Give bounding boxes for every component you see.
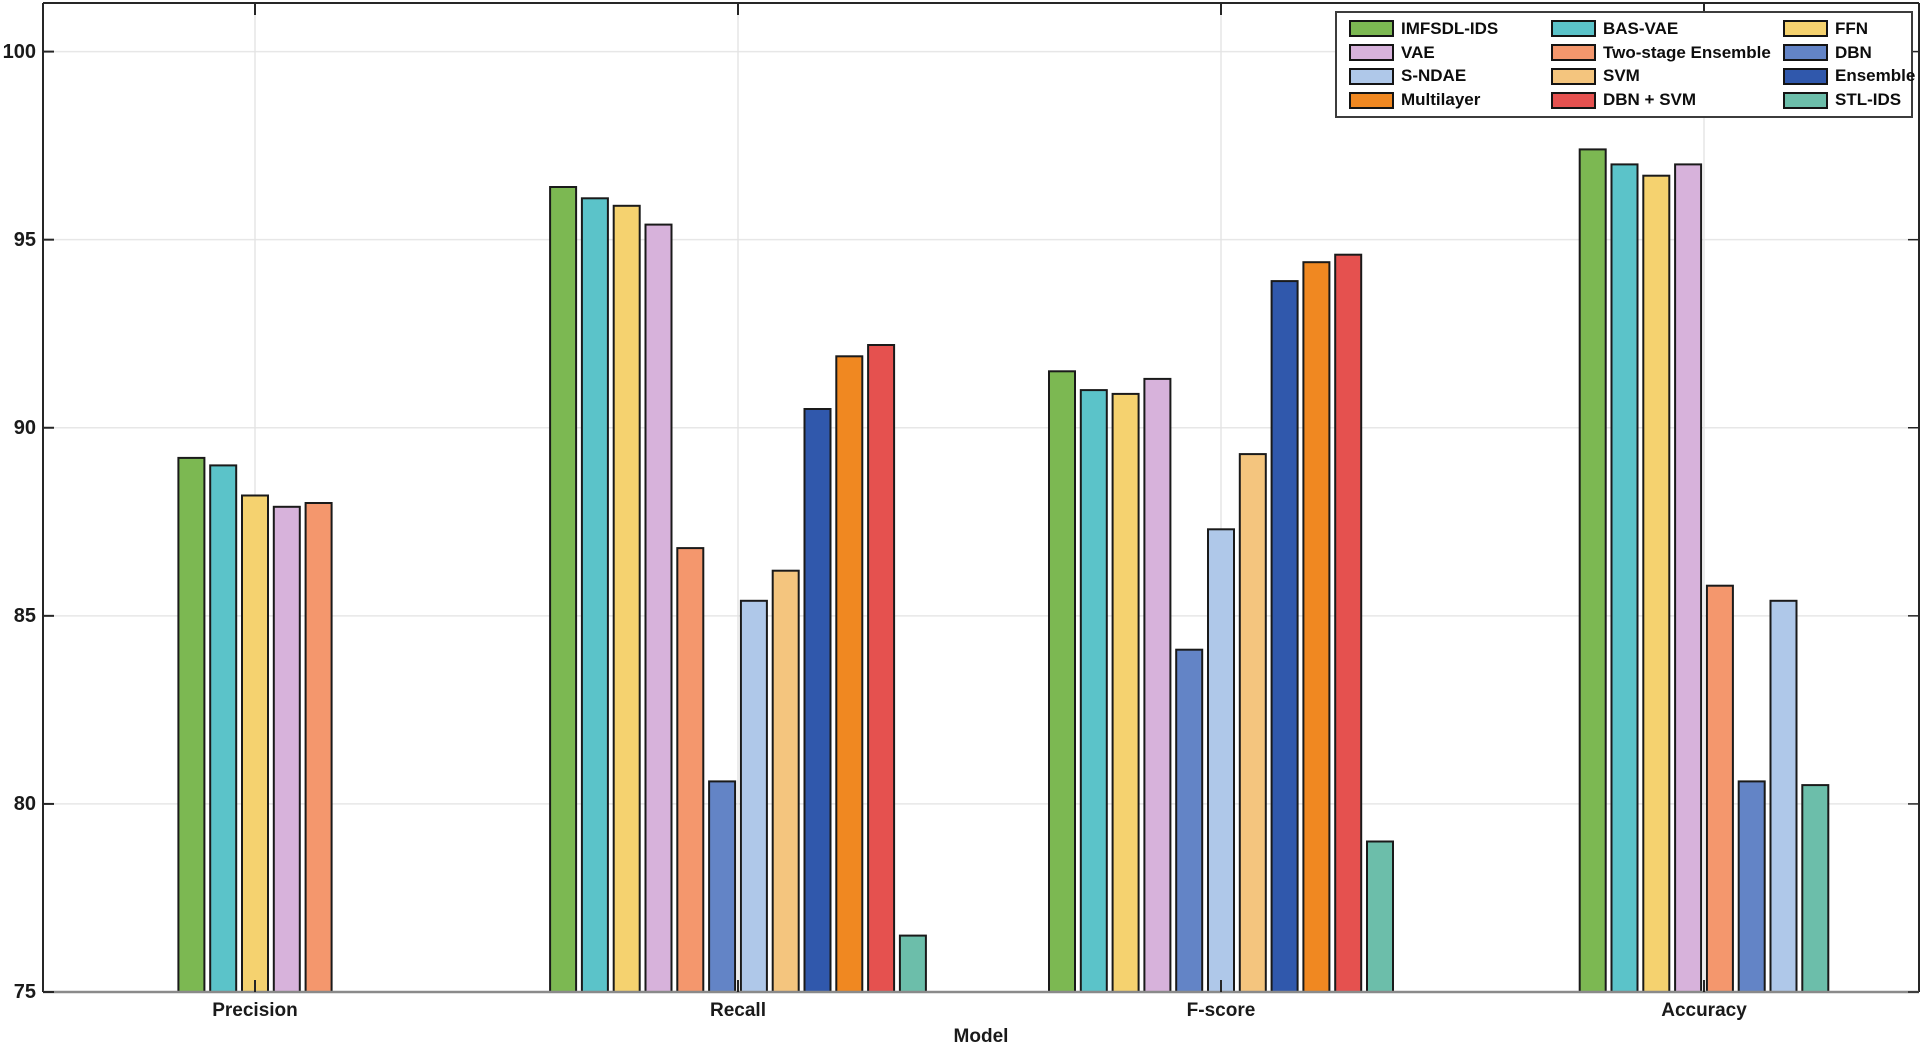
legend-item-DBN+SVM: DBN + SVM — [1551, 88, 1783, 112]
bar-BAS-VAE-Recall — [580, 197, 609, 994]
legend-label: DBN + SVM — [1603, 90, 1697, 110]
legend-label: SVM — [1603, 66, 1640, 86]
ytick-label-100: 100 — [2, 40, 36, 63]
legend-swatch-icon — [1783, 91, 1828, 109]
bar-FFN-Recall — [612, 204, 641, 994]
bar-SVM-Recall — [771, 569, 800, 993]
bar-DBN-Recall — [708, 780, 737, 994]
bar-Ensemble-Recall — [803, 408, 832, 993]
bar-S-NDAE-F-score — [1207, 528, 1235, 993]
legend-item-VAE: VAE — [1349, 41, 1551, 65]
legend-label: Ensemble — [1835, 66, 1916, 86]
bar-DBN-F-score — [1175, 648, 1204, 993]
legend-swatch-icon — [1349, 44, 1394, 62]
legend-item-Multilayer: Multilayer — [1349, 88, 1551, 112]
bar-SVM-F-score — [1238, 453, 1267, 994]
legend-label: BAS-VAE — [1603, 18, 1679, 38]
bar-STL-IDS-F-score — [1366, 840, 1394, 993]
bar-STL-IDS-Accuracy — [1801, 784, 1830, 993]
legend-swatch-icon — [1349, 20, 1394, 38]
bar-VAE-Precision — [272, 505, 301, 993]
bar-DBN-Accuracy — [1737, 780, 1766, 994]
bar-BAS-VAE-F-score — [1079, 389, 1108, 994]
bar-IMFSDL-IDS-F-score — [1048, 370, 1076, 993]
legend-label: Two-stage Ensemble — [1603, 42, 1771, 62]
bar-STL-IDS-Recall — [898, 934, 927, 993]
legend-label: DBN — [1835, 42, 1872, 62]
legend-item-IMFSDL-IDS: IMFSDL-IDS — [1349, 17, 1551, 41]
legend-item-S-NDAE: S-NDAE — [1349, 65, 1551, 89]
legend-swatch-icon — [1783, 44, 1828, 62]
bar-IMFSDL-IDS-Recall — [549, 186, 578, 993]
legend-swatch-icon — [1783, 20, 1828, 38]
bar-Ensemble-F-score — [1270, 280, 1299, 994]
legend-label: FFN — [1835, 18, 1869, 38]
bar-Two-stageEnsemble-Recall — [676, 547, 705, 993]
bar-Two-stageEnsemble-Precision — [304, 502, 333, 993]
bar-VAE-Recall — [644, 223, 673, 994]
ytick-label-95: 95 — [13, 228, 36, 251]
bar-FFN-Precision — [241, 494, 269, 993]
legend-swatch-icon — [1551, 20, 1596, 38]
legend-swatch-icon — [1349, 91, 1394, 109]
x-axis-title: Model — [953, 1026, 1009, 1047]
bar-IMFSDL-IDS-Accuracy — [1578, 148, 1607, 993]
bar-BAS-VAE-Accuracy — [1610, 163, 1639, 993]
legend-swatch-icon — [1551, 44, 1596, 62]
bar-Multilayer-Recall — [835, 355, 864, 993]
bar-DBN+SVM-F-score — [1334, 253, 1363, 993]
legend-swatch-icon — [1551, 67, 1596, 85]
bar-Multilayer-F-score — [1302, 261, 1331, 993]
legend-label: S-NDAE — [1401, 66, 1467, 86]
bar-FFN-F-score — [1111, 392, 1140, 993]
legend-label: VAE — [1401, 42, 1435, 62]
bar-VAE-F-score — [1143, 377, 1172, 993]
bar-BAS-VAE-Precision — [209, 464, 238, 993]
bar-S-NDAE-Accuracy — [1769, 599, 1798, 993]
ytick-label-90: 90 — [13, 416, 36, 439]
legend-item-Two-stageEnsemble: Two-stage Ensemble — [1551, 41, 1783, 65]
legend-item-Ensemble: Ensemble — [1783, 65, 1915, 89]
legend-item-SVM: SVM — [1551, 65, 1783, 89]
category-label-Recall: Recall — [710, 1000, 766, 1021]
bar-Two-stageEnsemble-Accuracy — [1705, 584, 1734, 993]
legend-label: Multilayer — [1401, 90, 1481, 110]
legend-swatch-icon — [1551, 91, 1596, 109]
category-label-Precision: Precision — [212, 1000, 298, 1021]
bar-S-NDAE-Recall — [739, 599, 768, 993]
legend-box: IMFSDL-IDS VAE S-NDAE Multilayer BAS-VAE Two-… — [1335, 11, 1915, 118]
ytick-label-80: 80 — [13, 792, 36, 815]
bar-DBN+SVM-Recall — [867, 344, 896, 993]
bar-VAE-Accuracy — [1674, 163, 1703, 993]
ytick-label-85: 85 — [13, 604, 36, 627]
category-label-Accuracy: Accuracy — [1661, 1000, 1747, 1021]
legend-item-STL-IDS: STL-IDS — [1783, 88, 1905, 112]
legend-swatch-icon — [1783, 67, 1828, 85]
legend-item-BAS-VAE: BAS-VAE — [1551, 17, 1783, 41]
legend-item-DBN: DBN — [1783, 41, 1905, 65]
ytick-label-75: 75 — [13, 981, 36, 1003]
bar-FFN-Accuracy — [1642, 174, 1671, 993]
category-label-F-score: F-score — [1186, 1000, 1256, 1021]
legend-item-FFN: FFN — [1783, 17, 1905, 41]
legend-label: IMFSDL-IDS — [1401, 18, 1499, 38]
legend-label: STL-IDS — [1835, 90, 1902, 110]
bar-IMFSDL-IDS-Precision — [177, 456, 206, 993]
legend-swatch-icon — [1349, 67, 1394, 85]
